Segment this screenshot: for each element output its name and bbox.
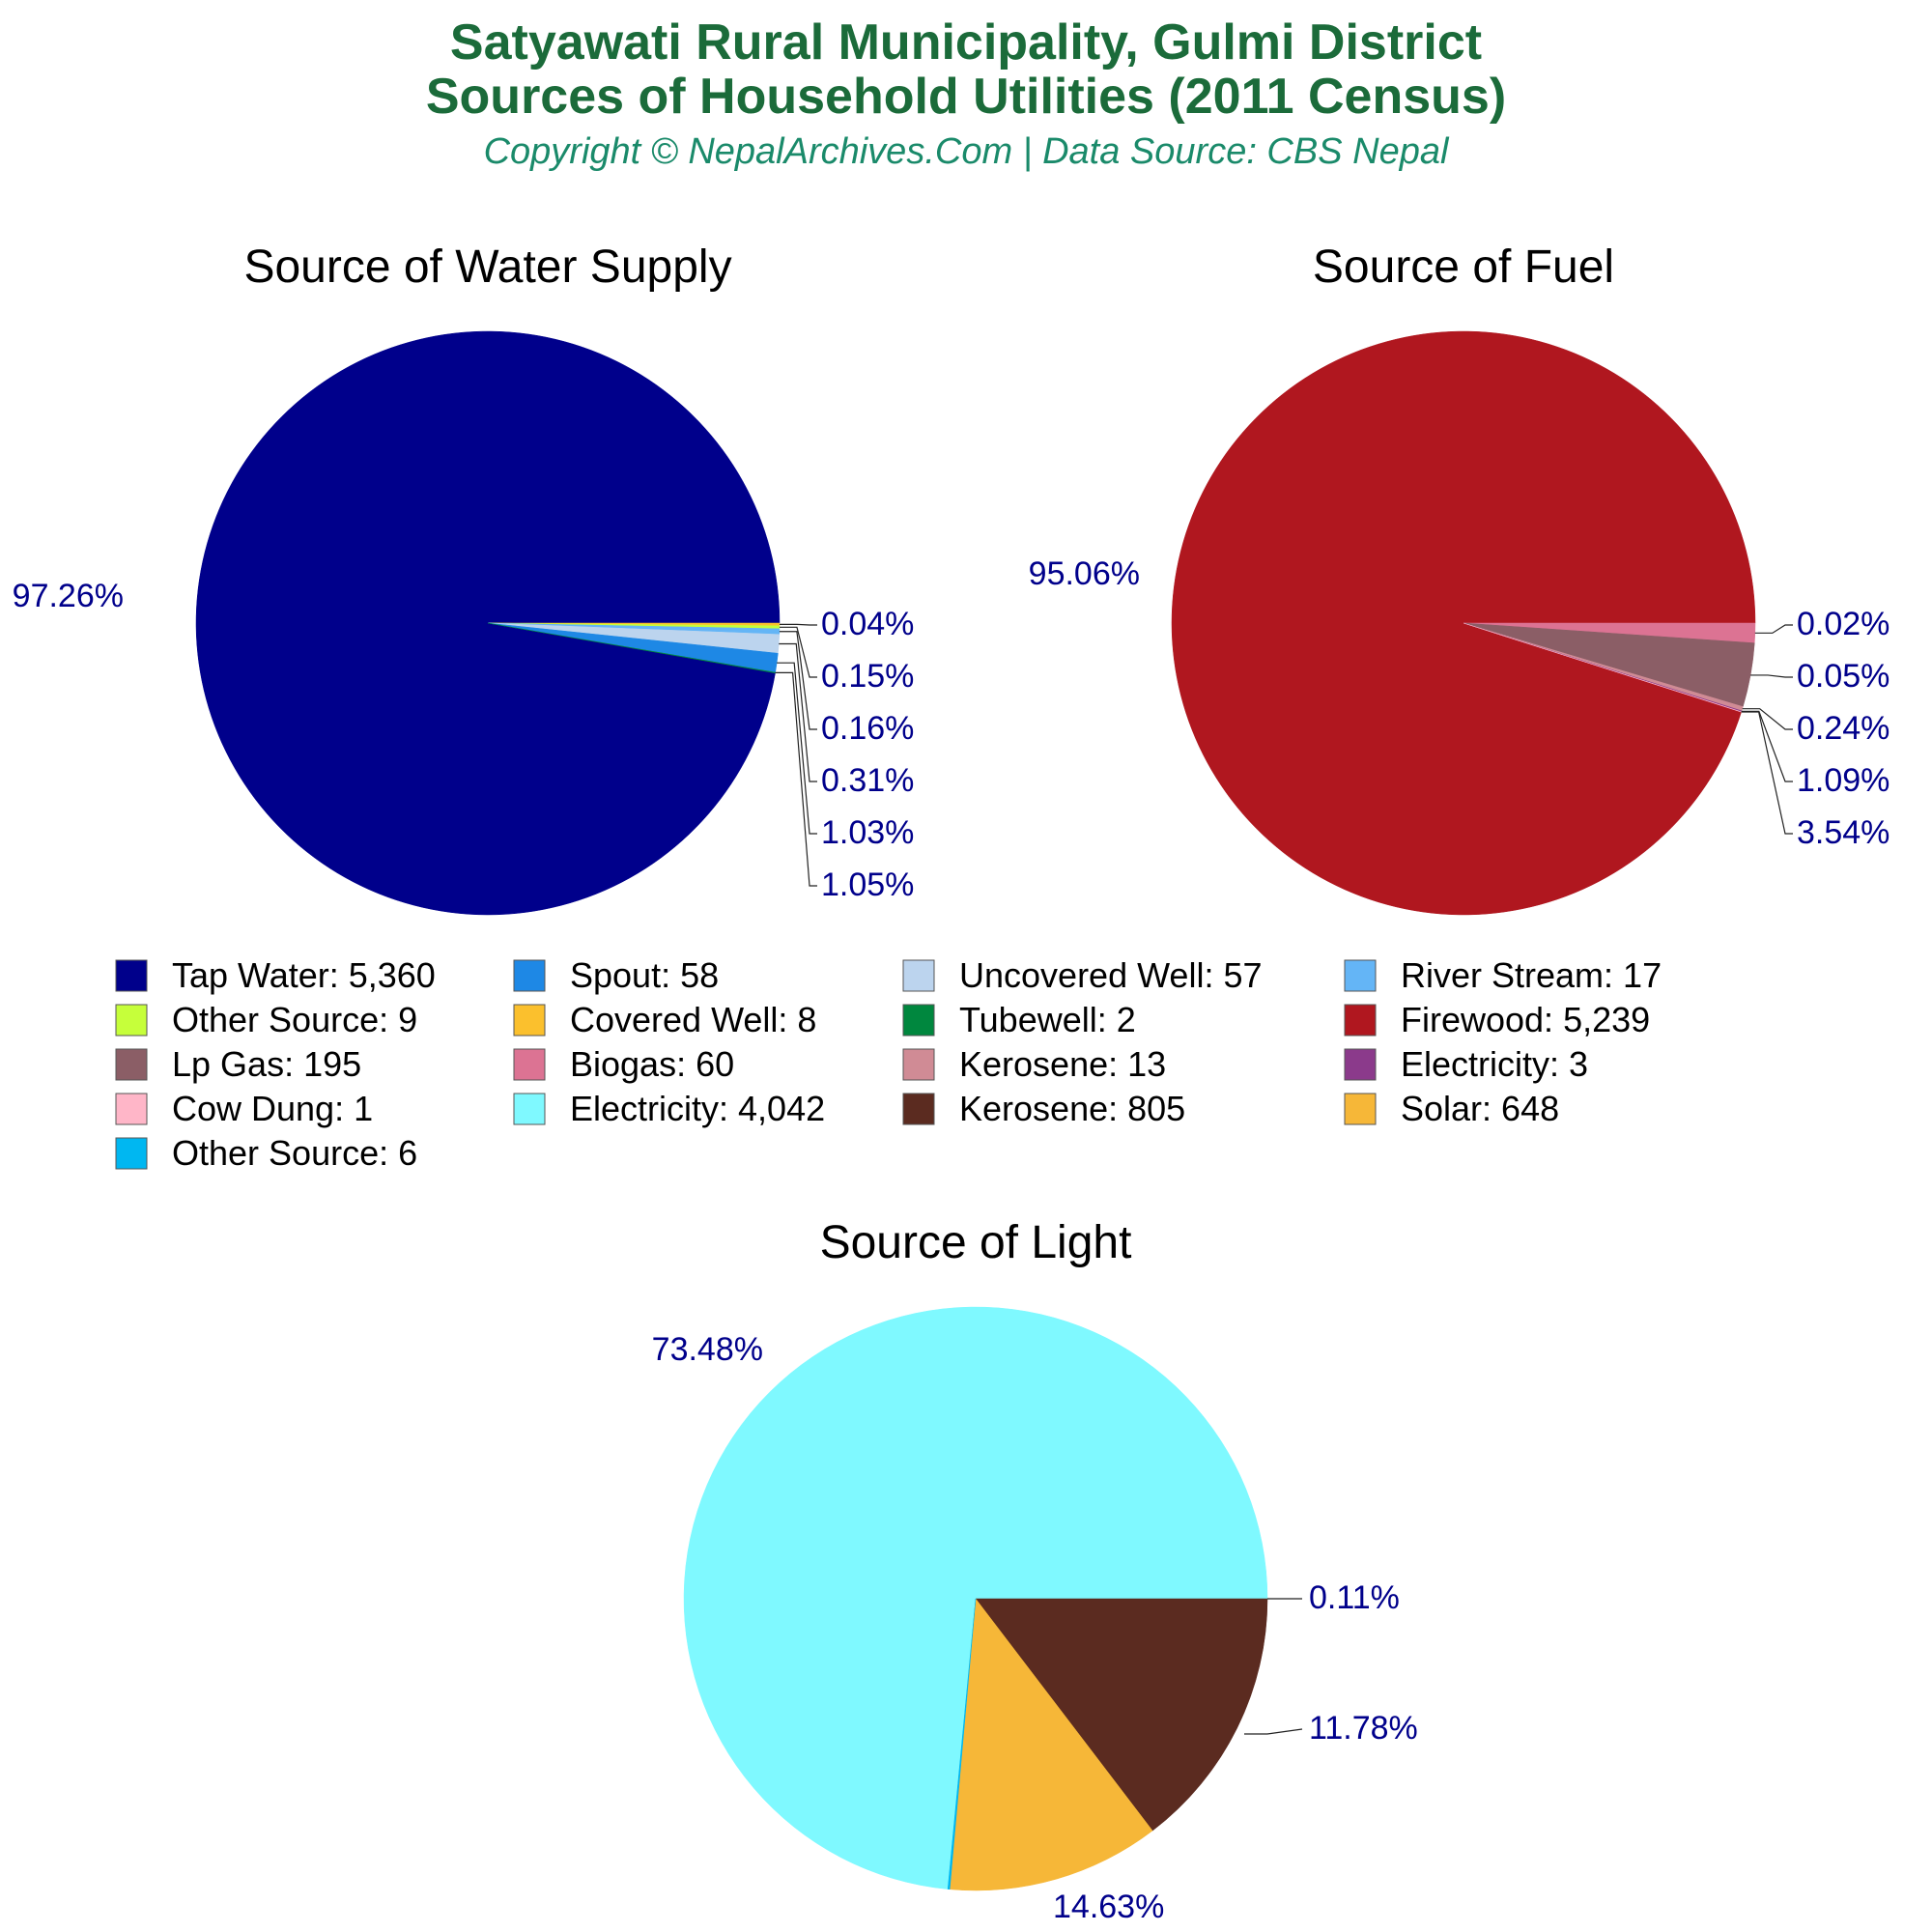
legend-label: Cow Dung: 1 (172, 1089, 373, 1128)
percent-label: 0.31% (821, 762, 914, 799)
legend-label: Other Source: 6 (172, 1133, 417, 1173)
legend-swatch (115, 1137, 148, 1170)
legend-item: Cow Dung: 1 (115, 1089, 373, 1128)
legend-label: Tap Water: 5,360 (172, 955, 436, 995)
chart-subtitle: Copyright © NepalArchives.Com | Data Sou… (483, 131, 1449, 172)
legend-item: Kerosene: 13 (902, 1044, 1166, 1084)
percent-label: 1.05% (821, 867, 914, 903)
legend-label: Tubewell: 2 (959, 1000, 1136, 1039)
legend-label: Covered Well: 8 (570, 1000, 816, 1039)
leader-line (1754, 624, 1793, 634)
leader-line (1244, 1728, 1303, 1735)
percent-label: 0.04% (821, 606, 914, 642)
source-of-water-supply-pie (195, 330, 781, 916)
leader-line (1741, 711, 1793, 835)
legend-item: River Stream: 17 (1344, 955, 1662, 995)
legend-swatch (902, 1004, 935, 1037)
legend-item: Lp Gas: 195 (115, 1044, 361, 1084)
leader-line (779, 631, 817, 730)
water-chart-title: Source of Water Supply (243, 242, 731, 293)
legend-swatch (1344, 1048, 1377, 1081)
legend: Tap Water: 5,360 Spout: 58 Uncovered Well:… (115, 955, 1662, 1173)
source-of-fuel-pie (1171, 330, 1756, 916)
legend-item: Firewood: 5,239 (1344, 1000, 1650, 1039)
legend-label: Lp Gas: 195 (172, 1044, 361, 1084)
leader-line (1742, 708, 1793, 730)
chart-title-line-1: Satyawati Rural Municipality, Gulmi Dist… (449, 14, 1483, 71)
legend-swatch (115, 1093, 148, 1125)
legend-label: Electricity: 3 (1401, 1044, 1588, 1084)
light-chart-title: Source of Light (820, 1217, 1132, 1268)
percent-label: 73.48% (652, 1331, 763, 1368)
percent-label: 0.05% (1797, 658, 1889, 695)
source-of-light-pie (683, 1306, 1268, 1891)
leader-line (779, 623, 817, 626)
legend-swatch (115, 959, 148, 992)
percent-label: 95.06% (1029, 555, 1140, 592)
legend-swatch (902, 959, 935, 992)
legend-label: Kerosene: 13 (959, 1044, 1166, 1084)
legend-label: Spout: 58 (570, 955, 719, 995)
legend-item: Solar: 648 (1344, 1089, 1559, 1128)
legend-label: Firewood: 5,239 (1401, 1000, 1650, 1039)
legend-swatch (513, 959, 546, 992)
legend-item: Covered Well: 8 (513, 1000, 816, 1039)
percent-label: 0.24% (1797, 710, 1889, 747)
legend-swatch (902, 1048, 935, 1081)
percent-label: 11.78% (1309, 1710, 1418, 1747)
pie-slice-kerosene (975, 1598, 1268, 1832)
percent-label: 1.03% (821, 814, 914, 851)
chart-title-line-2: Sources of Household Utilities (2011 Cen… (425, 69, 1507, 125)
legend-item: Tubewell: 2 (902, 1000, 1136, 1039)
legend-item: Kerosene: 805 (902, 1089, 1185, 1128)
legend-swatch (513, 1004, 546, 1037)
legend-label: Uncovered Well: 57 (959, 955, 1263, 995)
leader-line (775, 671, 817, 887)
percent-label: 97.26% (13, 578, 124, 614)
legend-label: Other Source: 9 (172, 1000, 417, 1039)
percent-label: 0.02% (1797, 606, 1889, 642)
percent-label: 1.09% (1797, 762, 1889, 799)
percent-label: 0.11% (1309, 1579, 1400, 1616)
legend-swatch (902, 1093, 935, 1125)
legend-swatch (513, 1048, 546, 1081)
legend-item: Electricity: 4,042 (513, 1089, 825, 1128)
percent-label: 3.54% (1797, 814, 1889, 851)
legend-swatch (1344, 1004, 1377, 1037)
leader-line (779, 626, 817, 678)
leader-line (1750, 674, 1793, 678)
leader-line (1741, 710, 1793, 782)
legend-swatch (115, 1004, 148, 1037)
legend-item: Spout: 58 (513, 955, 719, 995)
legend-item: Biogas: 60 (513, 1044, 734, 1084)
legend-item: Electricity: 3 (1344, 1044, 1588, 1084)
legend-label: Electricity: 4,042 (570, 1089, 825, 1128)
pie-slice-other-source (947, 1598, 977, 1890)
legend-swatch (513, 1093, 546, 1125)
legend-swatch (115, 1048, 148, 1081)
legend-label: Biogas: 60 (570, 1044, 734, 1084)
leader-line (779, 642, 817, 782)
legend-item: Tap Water: 5,360 (115, 955, 436, 995)
legend-item: Other Source: 9 (115, 1000, 417, 1039)
percent-label: 14.63% (1053, 1889, 1164, 1925)
legend-item: Uncovered Well: 57 (902, 955, 1263, 995)
legend-label: Kerosene: 805 (959, 1089, 1185, 1128)
legend-label: River Stream: 17 (1401, 955, 1662, 995)
legend-label: Solar: 648 (1401, 1089, 1559, 1128)
fuel-chart-title: Source of Fuel (1313, 242, 1614, 293)
pie-slice-solar (949, 1598, 1153, 1891)
legend-item: Other Source: 6 (115, 1133, 417, 1173)
legend-swatch (1344, 1093, 1377, 1125)
percent-label: 0.16% (821, 710, 914, 747)
legend-swatch (1344, 959, 1377, 992)
percent-label: 0.15% (821, 658, 914, 695)
pie-slice-electricity (683, 1306, 1268, 1889)
leader-line (777, 662, 817, 835)
